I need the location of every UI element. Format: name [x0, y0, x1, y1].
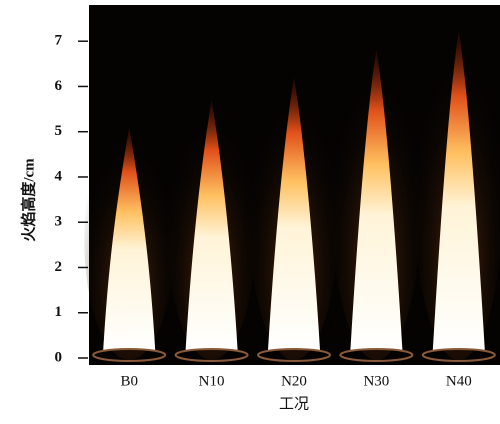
- y-tick-label: 7: [55, 33, 63, 49]
- y-tick-label: 0: [55, 349, 63, 365]
- x-axis-label: 工况: [279, 395, 309, 412]
- flame: [432, 32, 485, 351]
- x-tick-label: N20: [281, 373, 307, 389]
- y-axis-label: 火焰高度/cm: [19, 158, 37, 242]
- y-tick-label: 3: [55, 214, 63, 230]
- burner: [174, 348, 249, 362]
- y-tick-label: 5: [55, 123, 63, 139]
- x-tick-label: N30: [363, 373, 389, 389]
- x-tick-label: N10: [199, 373, 225, 389]
- x-tick-label: B0: [120, 373, 138, 389]
- burner: [92, 348, 167, 362]
- y-tick-label: 2: [55, 259, 63, 275]
- burner: [421, 348, 496, 362]
- y-tick-label: 4: [55, 168, 63, 184]
- flame: [268, 77, 320, 351]
- flame: [103, 127, 156, 350]
- y-tick-label: 1: [55, 304, 63, 320]
- flame: [350, 50, 403, 350]
- y-tick-label: 6: [55, 78, 63, 94]
- burner: [257, 348, 331, 362]
- x-tick-label: N40: [446, 373, 472, 389]
- burner: [339, 348, 414, 362]
- flame: [185, 100, 238, 351]
